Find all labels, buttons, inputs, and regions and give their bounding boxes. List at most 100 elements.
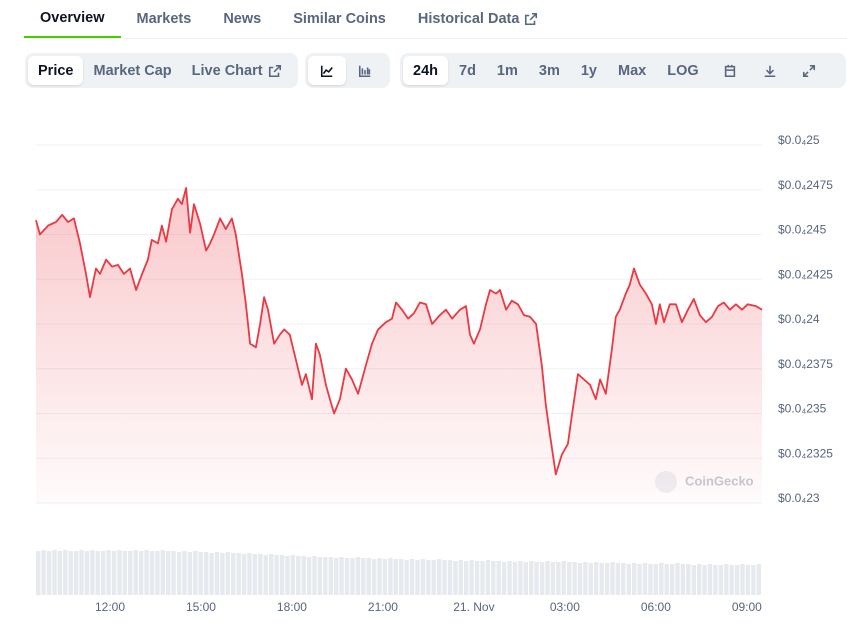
volume-bar — [133, 550, 138, 595]
volume-bar — [491, 561, 496, 595]
tab[interactable]: Similar Coins — [277, 0, 402, 38]
volume-bar — [556, 562, 561, 595]
button-label: 24h — [413, 62, 438, 79]
y-tick-label: $0.0₄2475 — [778, 178, 833, 192]
volume-bar — [247, 553, 252, 595]
volume-bar — [68, 551, 73, 595]
tab-label: Historical Data — [417, 11, 520, 27]
button-label: Live Chart — [191, 62, 263, 79]
volume-bar — [220, 553, 225, 595]
y-tick-label: $0.0₄2325 — [778, 446, 833, 460]
volume-bar — [290, 555, 295, 595]
volume-bar — [187, 552, 193, 595]
candle-icon — [358, 65, 371, 77]
volume-bar — [664, 564, 669, 595]
volume-bar — [474, 561, 480, 595]
volume-bar — [128, 551, 133, 595]
volume-bar — [296, 556, 301, 595]
volume-bar — [572, 562, 577, 595]
volume-bar — [279, 555, 285, 595]
range-button[interactable]: 1y — [571, 56, 607, 85]
volume-bar — [361, 558, 366, 595]
volume-bar — [713, 565, 718, 595]
volume-bar — [306, 557, 312, 595]
volume-bar — [138, 551, 144, 595]
volume-bar — [36, 551, 41, 595]
tab-label: News — [223, 11, 262, 27]
range-group: 24h 7d 1m 3m 1y Max LOG — [400, 53, 846, 88]
metric-button[interactable]: Market Cap — [83, 56, 181, 85]
volume-bar — [252, 554, 258, 595]
volume-bar — [312, 556, 317, 595]
volume-bar — [339, 557, 344, 595]
volume-bar — [241, 554, 247, 595]
area-fill — [36, 188, 762, 503]
volume-bar — [436, 559, 442, 595]
button-label: Price — [38, 62, 74, 79]
line-chart-button[interactable] — [308, 56, 346, 85]
volume-bar — [415, 560, 420, 595]
volume-bar — [73, 551, 79, 595]
volume-bar — [393, 559, 398, 595]
volume-bar — [388, 558, 393, 595]
range-button[interactable]: 24h — [403, 56, 448, 85]
range-button[interactable]: 3m — [529, 56, 570, 85]
volume-bar — [550, 562, 556, 595]
volume-bar — [171, 551, 176, 595]
range-button[interactable]: 1m — [487, 56, 528, 85]
metric-group: Price Market Cap Live Chart — [25, 53, 298, 88]
y-tick-label: $0.0₄2375 — [778, 357, 833, 371]
volume-bar — [588, 563, 593, 595]
tab[interactable]: News — [207, 0, 277, 38]
volume-bar — [204, 552, 209, 595]
volume-bar — [111, 551, 117, 595]
volume-bar — [225, 552, 230, 595]
tab-label: Markets — [136, 11, 192, 27]
tab[interactable]: Markets — [121, 0, 208, 38]
volume-bar — [399, 559, 404, 595]
volume-bar — [702, 565, 707, 595]
volume-bar — [160, 550, 165, 595]
download-button[interactable] — [751, 56, 789, 85]
tab[interactable]: Historical Data — [402, 0, 555, 38]
volume-bar — [734, 565, 740, 595]
candle-chart-button[interactable] — [346, 56, 384, 85]
range-button[interactable]: 7d — [449, 56, 486, 85]
calendar-icon — [724, 64, 735, 77]
volume-bar — [453, 561, 458, 595]
volume-bar — [507, 561, 512, 595]
x-tick-label: 09:00 — [732, 600, 762, 614]
calendar-button[interactable] — [710, 56, 750, 85]
volume-bar — [90, 550, 95, 595]
x-tick-label: 06:00 — [641, 600, 671, 614]
fullscreen-button[interactable] — [790, 56, 828, 85]
volume-bar — [458, 560, 463, 595]
volume-bar — [236, 553, 241, 595]
range-button[interactable]: Max — [608, 56, 656, 85]
x-tick-label: 12:00 — [95, 600, 125, 614]
volume-bar — [355, 557, 361, 595]
volume-bar — [529, 561, 534, 595]
expand-icon — [802, 64, 815, 77]
volume-bar — [46, 551, 52, 595]
range-button[interactable]: LOG — [657, 56, 708, 85]
volume-bar — [122, 551, 128, 595]
volume-bar — [328, 557, 333, 595]
volume-bar — [604, 563, 610, 595]
tab[interactable]: Overview — [24, 0, 121, 38]
volume-bar — [534, 562, 539, 595]
metric-button[interactable]: Price — [28, 56, 84, 85]
volume-bar — [442, 560, 447, 595]
volume-bar — [718, 565, 724, 595]
metric-button[interactable]: Live Chart — [182, 56, 292, 85]
volume-bar — [258, 554, 263, 595]
volume-bar — [317, 557, 323, 595]
volume-bar — [724, 564, 729, 595]
volume-bar — [707, 564, 713, 595]
x-tick-label: 03:00 — [550, 600, 580, 614]
volume-bar — [214, 552, 220, 595]
x-tick-label: 15:00 — [186, 600, 216, 614]
button-label: Market Cap — [93, 62, 172, 79]
